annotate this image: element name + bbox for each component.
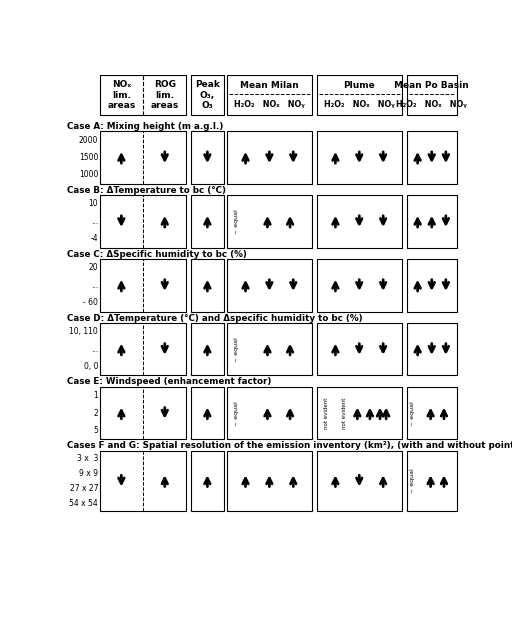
Text: 10: 10 [89, 200, 98, 208]
Text: Cases F and G: Spatial resolution of the emission inventory (km²), (with and wit: Cases F and G: Spatial resolution of the… [67, 441, 512, 450]
Bar [227, 259, 312, 312]
Text: 10, 110: 10, 110 [69, 327, 98, 336]
Bar [191, 323, 224, 376]
Text: Case C: ΔSpecific humidity to bc (%): Case C: ΔSpecific humidity to bc (%) [67, 250, 247, 259]
Bar [100, 323, 186, 376]
Bar [407, 323, 457, 376]
Text: 5: 5 [93, 426, 98, 435]
Bar [407, 195, 457, 248]
Bar [227, 387, 312, 439]
Text: 3 x  3: 3 x 3 [77, 454, 98, 463]
Text: Case A: Mixing height (m a.g.l.): Case A: Mixing height (m a.g.l.) [67, 122, 223, 131]
Bar [316, 195, 402, 248]
Bar [316, 323, 402, 376]
Text: -4: -4 [91, 234, 98, 244]
Bar [100, 387, 186, 439]
Bar [100, 451, 186, 511]
Bar [316, 451, 402, 511]
Text: - 60: - 60 [83, 298, 98, 307]
Text: ...: ... [91, 345, 98, 354]
Text: ...: ... [91, 281, 98, 290]
Text: 1000: 1000 [79, 170, 98, 180]
Text: 2: 2 [93, 409, 98, 418]
Text: 9 x 9: 9 x 9 [79, 469, 98, 478]
Text: Mean Milan: Mean Milan [240, 81, 298, 90]
Bar [407, 387, 457, 439]
Text: not evident: not evident [343, 398, 347, 429]
Text: Mean Po Basin: Mean Po Basin [394, 81, 469, 90]
Bar [407, 259, 457, 312]
Text: Peak
O₃,
O₃: Peak O₃, O₃ [195, 80, 220, 110]
Text: H₂O₂   NOₓ   NOᵧ: H₂O₂ NOₓ NOᵧ [396, 100, 467, 110]
Text: ~ equal: ~ equal [233, 209, 239, 233]
Text: 0, 0: 0, 0 [83, 362, 98, 371]
Bar [316, 131, 402, 183]
Bar [191, 451, 224, 511]
Bar [227, 195, 312, 248]
Text: 54 x 54: 54 x 54 [69, 499, 98, 508]
Text: 1500: 1500 [79, 153, 98, 162]
Text: 27 x 27: 27 x 27 [70, 484, 98, 493]
Bar [191, 387, 224, 439]
Bar [227, 451, 312, 511]
Bar [191, 131, 224, 183]
Bar [227, 323, 312, 376]
Text: H₂O₂   NOₓ   NOᵧ: H₂O₂ NOₓ NOᵧ [324, 100, 395, 110]
Text: Case E: Windspeed (enhancement factor): Case E: Windspeed (enhancement factor) [67, 377, 271, 386]
Text: not evident: not evident [324, 398, 329, 429]
Bar [316, 75, 402, 115]
Text: Case B: ΔTemperature to bc (°C): Case B: ΔTemperature to bc (°C) [67, 186, 226, 195]
Bar [100, 131, 186, 183]
Bar [227, 131, 312, 183]
Bar [100, 259, 186, 312]
Bar [191, 195, 224, 248]
Bar [100, 195, 186, 248]
Text: ~ equal: ~ equal [410, 401, 415, 426]
Text: ~ equal: ~ equal [233, 337, 239, 362]
Bar [316, 259, 402, 312]
Text: ~ equal: ~ equal [233, 401, 239, 426]
Bar [407, 131, 457, 183]
Text: H₂O₂   NOₓ   NOᵧ: H₂O₂ NOₓ NOᵧ [234, 100, 305, 110]
Bar [407, 75, 457, 115]
Text: ...: ... [91, 217, 98, 226]
Text: 1: 1 [93, 391, 98, 400]
Bar [191, 75, 224, 115]
Text: NOₓ
lim.
areas: NOₓ lim. areas [107, 80, 136, 110]
Bar [100, 75, 186, 115]
Bar [316, 387, 402, 439]
Text: ~ equal: ~ equal [410, 468, 415, 493]
Text: Case D: ΔTemperature (°C) and Δspecific humidity to bc (%): Case D: ΔTemperature (°C) and Δspecific … [67, 314, 362, 322]
Text: ROG
lim.
areas: ROG lim. areas [151, 80, 179, 110]
Text: 2000: 2000 [79, 136, 98, 145]
Bar [407, 451, 457, 511]
Bar [227, 75, 312, 115]
Text: 20: 20 [89, 264, 98, 272]
Text: Plume: Plume [344, 81, 375, 90]
Bar [191, 259, 224, 312]
